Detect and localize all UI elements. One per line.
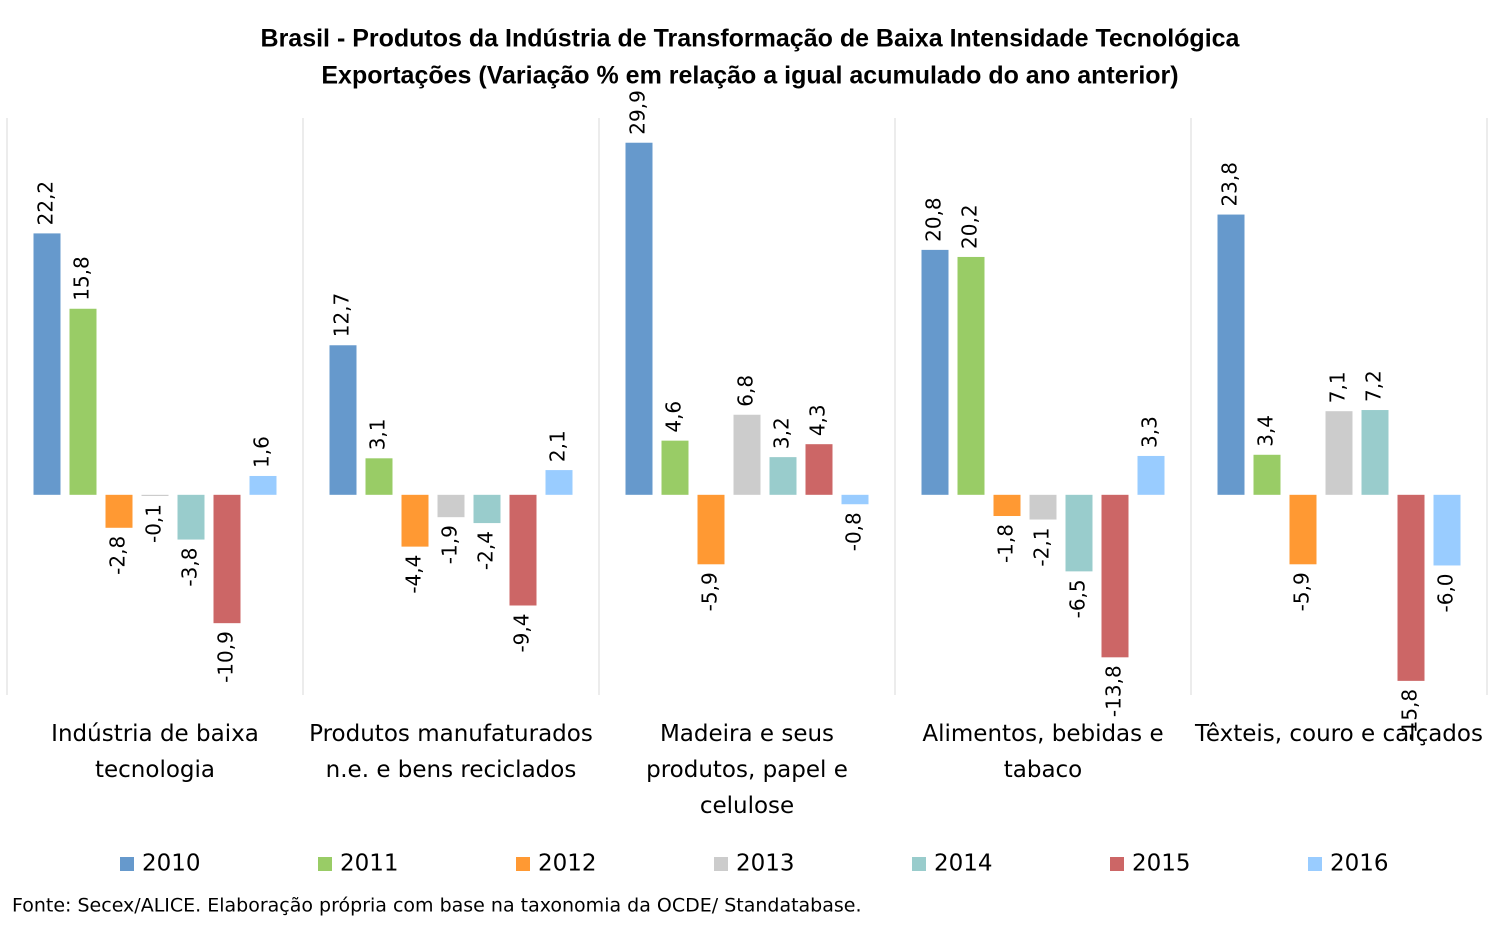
legend-swatch — [318, 857, 332, 871]
legend-label: 2016 — [1330, 851, 1389, 877]
bar — [213, 494, 241, 624]
bar — [769, 457, 797, 495]
value-label: -13,8 — [1102, 665, 1126, 717]
value-label: 6,8 — [734, 375, 758, 407]
bar — [545, 470, 573, 495]
legend-label: 2014 — [934, 851, 993, 877]
x-tick-label: Alimentos, bebidas e tabaco — [922, 721, 1164, 783]
bar — [437, 494, 465, 518]
value-label: -0,1 — [142, 504, 166, 543]
value-label: 3,2 — [770, 417, 794, 449]
value-label: 22,2 — [34, 181, 58, 226]
legend-swatch — [1308, 857, 1322, 871]
bar — [921, 249, 949, 495]
bar — [1253, 454, 1281, 495]
value-label: 3,1 — [366, 418, 390, 450]
legend-swatch — [714, 857, 728, 871]
bar — [697, 494, 725, 565]
value-label: 15,8 — [70, 256, 94, 301]
bar — [1217, 214, 1245, 495]
chart-subtitle: Exportações (Variação % em relação a igu… — [321, 62, 1178, 90]
legend-label: 2012 — [538, 851, 597, 877]
bar — [249, 475, 277, 495]
bar — [661, 440, 689, 495]
value-label: -9,4 — [510, 614, 534, 653]
bar — [401, 494, 429, 547]
value-label: 20,2 — [958, 204, 982, 249]
value-label: 3,3 — [1138, 416, 1162, 448]
bar — [1433, 494, 1461, 566]
value-label: -5,9 — [698, 572, 722, 611]
value-label: -10,9 — [214, 631, 238, 683]
value-label: 2,1 — [546, 430, 570, 462]
bar — [1029, 494, 1057, 520]
legend-swatch — [912, 857, 926, 871]
bar — [1361, 410, 1389, 495]
bar — [509, 494, 537, 606]
bar — [993, 494, 1021, 517]
value-label: 29,9 — [626, 90, 650, 135]
bar — [1325, 411, 1353, 495]
bar — [1101, 494, 1129, 658]
bar — [329, 345, 357, 495]
legend-swatch — [516, 857, 530, 871]
bar — [1137, 455, 1165, 495]
value-label: -6,5 — [1066, 579, 1090, 618]
value-label: 7,1 — [1326, 371, 1350, 403]
value-label: 1,6 — [250, 436, 274, 468]
bar — [841, 494, 869, 505]
value-label: -4,4 — [402, 555, 426, 594]
chart-title: Brasil - Produtos da Indústria de Transf… — [261, 25, 1241, 53]
bar — [957, 256, 985, 495]
value-label: -1,8 — [994, 524, 1018, 563]
legend-swatch — [1110, 857, 1124, 871]
value-label: -2,1 — [1030, 528, 1054, 567]
value-label: 20,8 — [922, 197, 946, 242]
value-label: 23,8 — [1218, 162, 1242, 207]
value-label: -0,8 — [842, 512, 866, 551]
source-note: Fonte: Secex/ALICE. Elaboração própria c… — [12, 895, 862, 917]
value-label: 4,6 — [662, 401, 686, 433]
bar — [105, 494, 133, 528]
x-tick-label: Têxteis, couro e calçados — [1195, 721, 1483, 747]
x-tick-label: Madeira e seus produtos, papel e celulos… — [646, 721, 848, 819]
bar — [473, 494, 501, 524]
bar — [177, 494, 205, 540]
value-label: -1,9 — [438, 525, 462, 564]
legend-label: 2013 — [736, 851, 795, 877]
bar — [733, 414, 761, 495]
legend-label: 2015 — [1132, 851, 1191, 877]
value-label: -5,9 — [1290, 572, 1314, 611]
bar — [625, 142, 653, 495]
x-tick-label: Indústria de baixa tecnologia — [51, 721, 259, 783]
value-label: 7,2 — [1362, 370, 1386, 402]
value-label: 3,4 — [1254, 415, 1278, 447]
bar — [69, 308, 97, 495]
value-label: 12,7 — [330, 293, 354, 338]
legend-swatch — [120, 857, 134, 871]
bar — [1289, 494, 1317, 565]
value-label: -3,8 — [178, 548, 202, 587]
value-label: -6,0 — [1434, 573, 1458, 612]
bar — [1397, 494, 1425, 681]
bar — [33, 233, 61, 495]
bar — [141, 494, 169, 496]
value-label: 4,3 — [806, 404, 830, 436]
x-tick-label: Produtos manufaturados n.e. e bens recic… — [309, 721, 593, 783]
legend-label: 2011 — [340, 851, 399, 877]
bar — [805, 444, 833, 495]
value-label: -15,8 — [1398, 689, 1422, 741]
legend-label: 2010 — [142, 851, 201, 877]
value-label: -2,4 — [474, 531, 498, 570]
bar — [365, 458, 393, 495]
value-label: -2,8 — [106, 536, 130, 575]
bar — [1065, 494, 1093, 572]
